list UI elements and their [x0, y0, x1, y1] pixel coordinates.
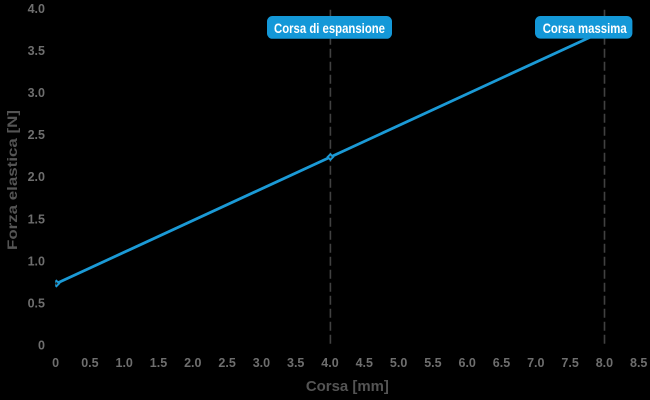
- svg-text:4.0: 4.0: [28, 2, 45, 16]
- svg-text:6.0: 6.0: [459, 356, 476, 370]
- svg-text:3.5: 3.5: [287, 356, 304, 370]
- svg-text:0.5: 0.5: [81, 356, 98, 370]
- svg-text:7.0: 7.0: [527, 356, 544, 370]
- svg-text:1.0: 1.0: [28, 254, 45, 268]
- svg-text:2.0: 2.0: [184, 356, 201, 370]
- svg-text:0: 0: [38, 339, 45, 353]
- svg-text:1.5: 1.5: [150, 356, 167, 370]
- svg-text:0: 0: [52, 356, 59, 370]
- svg-text:Corsa di espansione: Corsa di espansione: [274, 21, 385, 36]
- svg-text:4.0: 4.0: [321, 356, 338, 370]
- svg-text:2.0: 2.0: [28, 170, 45, 184]
- svg-text:2.5: 2.5: [218, 356, 235, 370]
- svg-text:2.5: 2.5: [28, 128, 45, 142]
- svg-text:7.5: 7.5: [561, 356, 578, 370]
- svg-text:Corsa [mm]: Corsa [mm]: [306, 378, 389, 395]
- svg-text:1.0: 1.0: [116, 356, 133, 370]
- svg-text:0.5: 0.5: [28, 297, 45, 311]
- svg-text:3.0: 3.0: [253, 356, 270, 370]
- svg-text:3.0: 3.0: [28, 86, 45, 100]
- svg-text:6.5: 6.5: [493, 356, 510, 370]
- svg-text:1.5: 1.5: [28, 212, 45, 226]
- svg-text:5.0: 5.0: [390, 356, 407, 370]
- svg-text:8.0: 8.0: [596, 356, 613, 370]
- svg-text:5.5: 5.5: [424, 356, 441, 370]
- svg-text:3.5: 3.5: [28, 44, 45, 58]
- svg-text:Corsa massima: Corsa massima: [543, 21, 627, 36]
- svg-text:8.5: 8.5: [630, 356, 647, 370]
- svg-text:4.5: 4.5: [356, 356, 373, 370]
- svg-text:Forza elastica [N]: Forza elastica [N]: [4, 110, 20, 250]
